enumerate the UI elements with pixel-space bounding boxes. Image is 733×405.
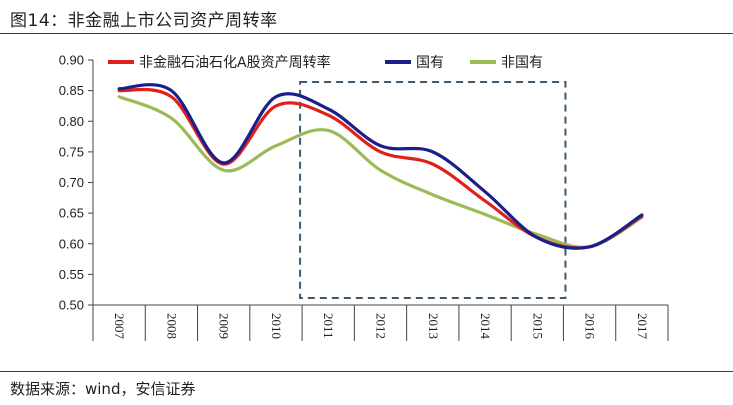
y-tick-label: 0.80 bbox=[59, 114, 84, 129]
x-tick-label: 2007 bbox=[112, 313, 127, 340]
y-tick-label: 0.75 bbox=[59, 144, 84, 159]
legend-label: 非金融石油石化A股资产周转率 bbox=[139, 54, 331, 71]
x-tick-label: 2016 bbox=[583, 313, 598, 340]
x-tick-label: 2011 bbox=[321, 313, 336, 339]
source-note: 数据来源：wind，安信证券 bbox=[10, 380, 196, 398]
chart-title: 图14：非金融上市公司资产周转率 bbox=[10, 11, 278, 31]
x-tick-label: 2014 bbox=[478, 313, 493, 340]
footer-divider bbox=[0, 371, 733, 372]
highlight-box bbox=[299, 81, 567, 299]
chart-axes: 0.50 0.55 0.60 0.65 0.70 0.75 0.80 0.85 0.90 2007… bbox=[59, 53, 669, 341]
y-tick-label: 0.70 bbox=[59, 175, 84, 190]
legend-label: 国有 bbox=[416, 55, 444, 71]
series-line-2 bbox=[117, 95, 644, 249]
line-chart: 0.50 0.55 0.60 0.65 0.70 0.75 0.80 0.85 0.90 2007… bbox=[59, 53, 669, 341]
x-tick-label: 2009 bbox=[217, 313, 232, 339]
series-line-1 bbox=[117, 83, 644, 250]
title-divider bbox=[0, 33, 733, 34]
y-tick-label: 0.60 bbox=[59, 236, 84, 251]
x-tick-label: 2017 bbox=[635, 313, 650, 340]
y-tick-label: 0.50 bbox=[59, 298, 84, 313]
x-tick-label: 2010 bbox=[269, 313, 284, 339]
x-tick-label: 2015 bbox=[530, 313, 545, 339]
x-tick-label: 2013 bbox=[426, 313, 441, 339]
x-tick-label: 2012 bbox=[374, 313, 389, 339]
legend-label: 非国有 bbox=[501, 55, 543, 71]
x-tick-label: 2008 bbox=[164, 313, 179, 339]
chart-legend: 非金融石油石化A股资产周转率 国有 非国有 bbox=[108, 54, 543, 71]
series-lines bbox=[117, 83, 644, 250]
y-tick-label: 0.55 bbox=[59, 267, 84, 282]
y-tick-label: 0.85 bbox=[59, 83, 84, 98]
y-tick-label: 0.90 bbox=[59, 53, 84, 68]
highlight-region bbox=[299, 81, 567, 299]
y-tick-label: 0.65 bbox=[59, 206, 84, 221]
